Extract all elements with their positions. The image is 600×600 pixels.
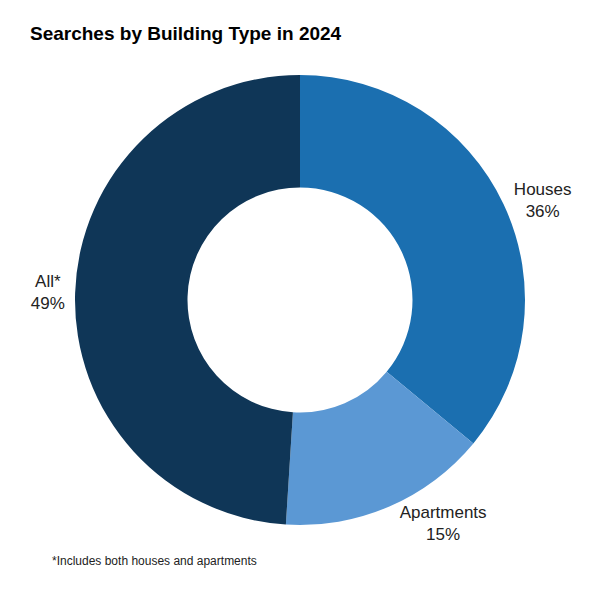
- svg-text:Searches by Building Type in 2: Searches by Building Type in 2024: [30, 23, 342, 44]
- svg-text:All*49%: All*49%: [31, 272, 65, 313]
- svg-text:Apartments15%: Apartments15%: [400, 503, 487, 544]
- svg-text:*Includes both houses and apar: *Includes both houses and apartments: [52, 554, 257, 568]
- svg-text:Houses36%: Houses36%: [514, 180, 572, 221]
